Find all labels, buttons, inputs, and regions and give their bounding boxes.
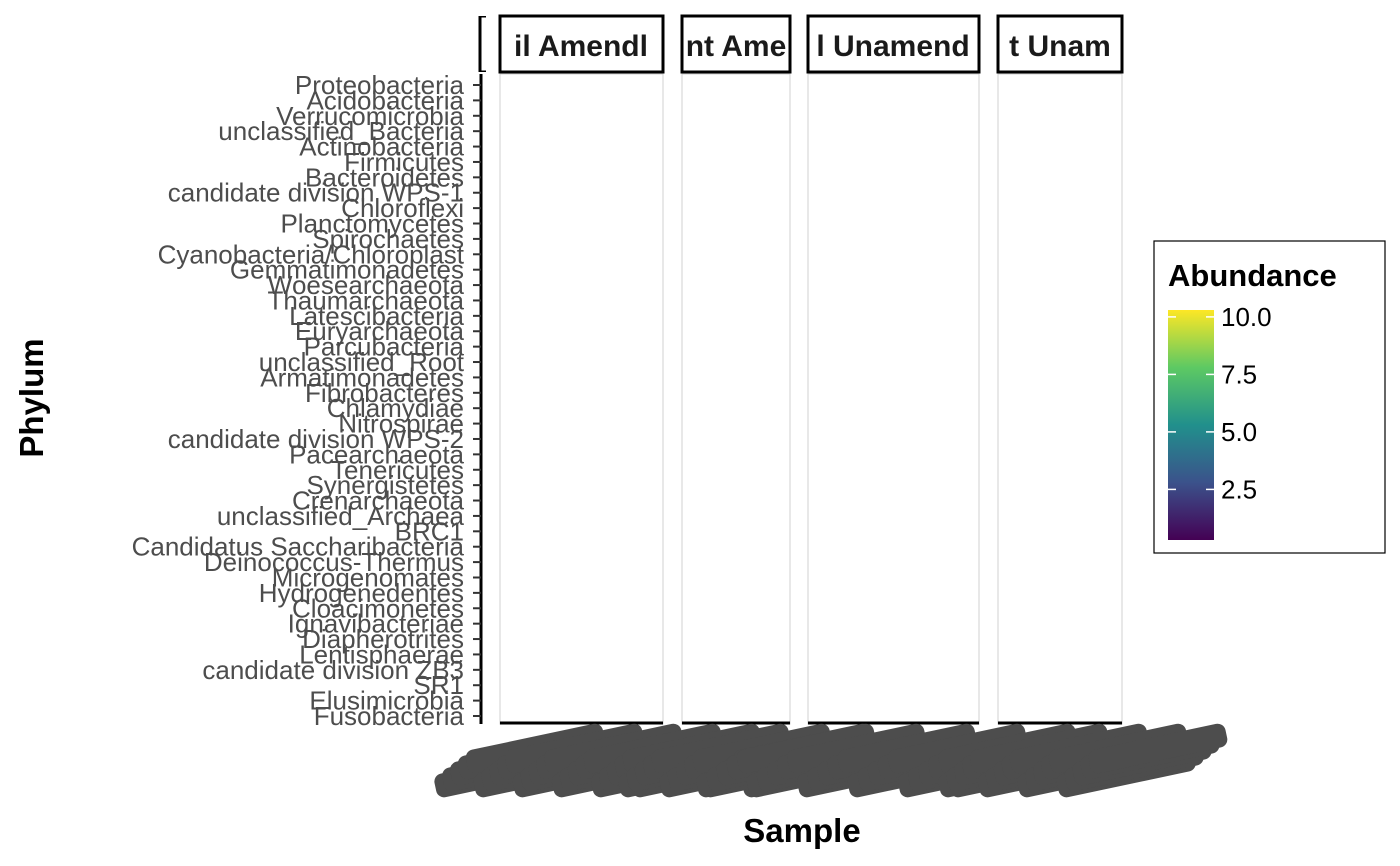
y-tick-label: Hydrogenedentes <box>259 578 464 608</box>
facet-strip <box>996 14 1124 74</box>
legend: Abundance 10.0 7.5 5.0 2.5 <box>1153 240 1386 554</box>
legend-tick-label: 2.5 <box>1221 474 1257 504</box>
legend-ticks: 10.0 7.5 5.0 2.5 <box>1168 302 1272 504</box>
facet-strip-label: nt Ame <box>686 30 787 63</box>
x-axis-title: Sample <box>743 812 860 849</box>
legend-tick-label: 10.0 <box>1221 302 1272 332</box>
y-tick-label: Pacearchaeota <box>289 439 464 469</box>
facet-strip-partial <box>478 16 486 72</box>
legend-title: Abundance <box>1168 258 1337 293</box>
y-tick-label: Tenericutes <box>331 455 464 485</box>
y-tick-label: Candidatus Saccharibacteria <box>132 532 465 562</box>
y-tick-label: Parcubacteria <box>304 332 465 362</box>
y-tick-label: Diapherotrites <box>302 624 464 654</box>
facet-strip-label: il Amendl <box>514 30 648 63</box>
y-tick-label: Verrucomicrobia <box>276 101 464 131</box>
y-tick-label: Actinobacteria <box>299 132 464 162</box>
y-tick-label: Deinococcus-Thermus <box>204 547 464 577</box>
legend-tick-label: 7.5 <box>1221 359 1257 389</box>
x-tick-labels <box>434 723 1228 798</box>
legend-colorbar <box>1168 310 1214 540</box>
y-axis-ticks: ProteobacteriaAcidobacteriaVerrucomicrob… <box>132 70 481 731</box>
y-tick-label: Cloacimonetes <box>292 593 464 623</box>
y-tick-label: Firmicutes <box>344 147 464 177</box>
y-tick-label: unclassified_Archaea <box>217 501 465 531</box>
y-tick-label: Bacteroidetes <box>305 162 464 192</box>
y-axis-title: Phylum <box>13 338 50 457</box>
facet-panel <box>997 73 1123 725</box>
facet-strip-label: t Unam <box>1009 30 1111 63</box>
y-tick-label: Acidobacteria <box>306 85 464 115</box>
y-tick-label: Spirochaetes <box>312 224 464 254</box>
facet-panel <box>681 73 791 725</box>
y-tick-label: Ignavibacteriae <box>288 609 464 639</box>
y-tick-label: Fusobacteria <box>314 701 465 731</box>
facet-strips: il Amendl nt Ame l Unamend t Unam <box>498 14 1124 74</box>
facet-panels <box>499 73 1123 725</box>
y-tick-label: Armatimonadetes <box>260 362 464 392</box>
y-tick-label: Latescibacteria <box>289 301 464 331</box>
y-tick-label: Nitrospirae <box>338 409 464 439</box>
y-tick-label: candidate division ZB3 <box>202 655 464 685</box>
facet-panel <box>807 73 980 725</box>
y-tick-label: Microgenomates <box>272 562 464 592</box>
y-tick-label: Proteobacteria <box>295 70 465 100</box>
y-tick-label: Synergistetes <box>306 470 464 500</box>
x-tick-label-overlap <box>1088 723 1228 774</box>
y-tick-label: Chlamydiae <box>327 393 464 423</box>
y-tick-label: Chloroflexi <box>341 193 464 223</box>
legend-tick-label: 5.0 <box>1221 417 1257 447</box>
y-tick-label: Woesearchaeota <box>268 270 465 300</box>
y-tick-label: SR1 <box>413 670 464 700</box>
y-tick-label: unclassified_Root <box>259 347 465 377</box>
y-tick-label: BRC1 <box>395 516 464 546</box>
y-tick-label: Cyanobacteria/Chloroplast <box>158 239 465 269</box>
facet-panel <box>499 73 664 725</box>
y-tick-label: Planctomycetes <box>280 209 464 239</box>
y-tick-label: Gemmatimonadetes <box>230 255 464 285</box>
y-tick-label: Crenarchaeota <box>292 486 465 516</box>
facet-strip-label: l Unamend <box>816 30 969 63</box>
y-tick-label: Elusimicrobia <box>309 686 464 716</box>
y-tick-label: Thaumarchaeota <box>267 285 464 315</box>
y-tick-label: Euryarchaeota <box>295 316 465 346</box>
y-tick-label: candidate division WPS-1 <box>168 178 464 208</box>
y-tick-label: Lentisphaerae <box>299 639 464 669</box>
facet-strip <box>498 14 665 74</box>
facet-strip <box>806 14 981 74</box>
y-tick-label: candidate division WPS-2 <box>168 424 464 454</box>
facet-strip <box>680 14 792 74</box>
y-tick-label: Fibrobacteres <box>305 378 464 408</box>
y-tick-label: unclassified_Bacteria <box>218 116 464 146</box>
